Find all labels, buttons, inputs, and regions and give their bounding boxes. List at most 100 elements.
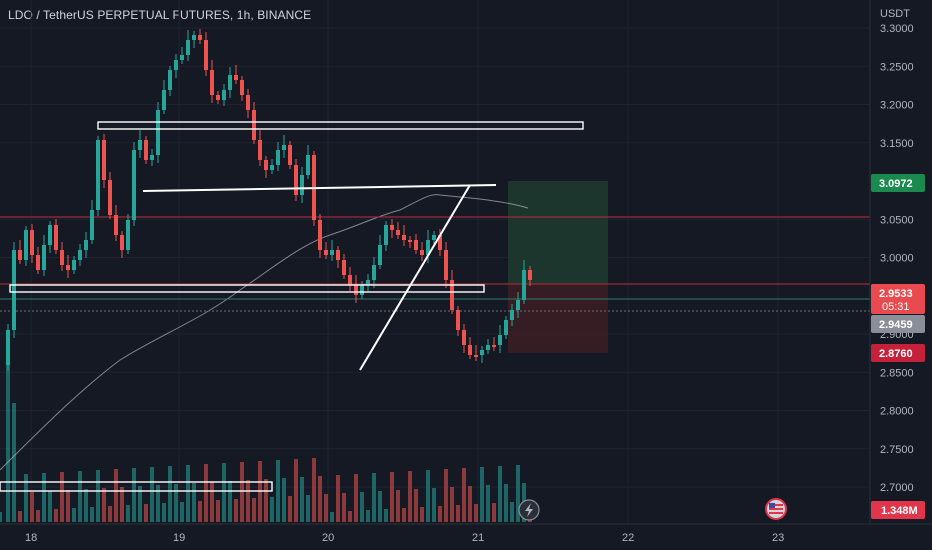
support-box[interactable] <box>9 284 485 293</box>
candle <box>384 225 388 245</box>
trend-line-diagonal[interactable] <box>359 184 471 371</box>
volume-bar <box>252 498 256 522</box>
volume-bar <box>354 474 358 522</box>
lightning-icon[interactable] <box>518 499 540 521</box>
candle-countdown: 05:31 <box>882 301 910 313</box>
stop-price-tag: 2.8760 <box>871 344 925 362</box>
candle <box>78 250 82 260</box>
current-price-tag: 2.9533 05:31 <box>871 284 925 314</box>
candle <box>234 75 238 80</box>
trend-line-horizontal[interactable] <box>142 184 497 192</box>
candle <box>276 150 280 165</box>
candle <box>96 140 100 210</box>
volume-bar <box>198 501 202 522</box>
candle <box>36 255 40 270</box>
candle <box>198 35 202 40</box>
volume-tag: 1.348M <box>871 501 925 519</box>
last-price-value: 2.9459 <box>879 319 913 331</box>
candle <box>144 140 148 160</box>
candle <box>504 320 508 335</box>
currency-label: USDT <box>880 8 910 20</box>
volume-bar <box>468 486 472 522</box>
candle <box>30 230 34 255</box>
candle <box>378 245 382 265</box>
price-tick: 3.1500 <box>880 138 914 150</box>
candle <box>528 270 532 280</box>
volume-bar <box>96 470 100 522</box>
volume-bar <box>420 507 424 522</box>
volume-bar <box>426 470 430 522</box>
candle <box>432 235 436 240</box>
volume-bar <box>294 459 298 522</box>
price-tick: 2.7500 <box>880 444 914 456</box>
volume-bar <box>312 458 316 522</box>
candle <box>66 265 70 270</box>
volume-bar <box>330 512 334 522</box>
candle <box>456 310 460 330</box>
us-flag-icon[interactable] <box>765 498 787 520</box>
price-tick: 3.0500 <box>880 214 914 226</box>
price-axis[interactable]: 3.30003.25003.20003.15003.05003.00002.90… <box>880 23 914 494</box>
volume-bar <box>450 487 454 522</box>
last-price-tag: 2.9459 <box>871 315 925 333</box>
volume-bar <box>240 462 244 522</box>
price-tick: 2.7000 <box>880 482 914 494</box>
volume-bar <box>132 468 136 522</box>
volume-bar <box>192 483 196 522</box>
volume-bar <box>12 403 16 522</box>
volume-bar <box>306 495 310 522</box>
candle <box>480 350 484 355</box>
price-tick: 3.3000 <box>880 23 914 35</box>
candle <box>126 220 130 250</box>
volume-bar <box>462 468 466 522</box>
candle <box>186 40 190 55</box>
candle <box>450 280 454 310</box>
volume-bar <box>180 502 184 522</box>
volume-bar <box>108 506 112 522</box>
candle <box>288 145 292 165</box>
volume-bar <box>48 491 52 522</box>
volume-bar <box>492 503 496 522</box>
candle <box>324 250 328 255</box>
volume-box[interactable] <box>0 481 273 492</box>
volume-bar <box>474 504 478 522</box>
volume-bar <box>156 485 160 522</box>
grid <box>0 0 870 524</box>
candle <box>282 145 286 150</box>
candle <box>102 140 106 180</box>
candle <box>192 35 196 40</box>
volume-bar <box>54 509 58 522</box>
volume-bar <box>114 469 118 522</box>
volume-value: 1.348M <box>881 505 918 517</box>
time-axis[interactable]: 18 19 20 21 22 23 <box>25 532 784 544</box>
candle <box>138 140 142 150</box>
price-tick: 3.2000 <box>880 100 914 112</box>
volume-bar <box>372 473 376 522</box>
volume-bar <box>138 486 142 522</box>
volume-bar <box>228 481 232 522</box>
volume-bar <box>504 484 508 522</box>
candle <box>150 155 154 160</box>
candle <box>426 240 430 255</box>
time-tick: 22 <box>622 532 634 544</box>
candle <box>228 75 232 90</box>
volume-bar <box>378 491 382 522</box>
time-tick: 19 <box>173 532 185 544</box>
candle <box>492 345 496 347</box>
candle <box>342 260 346 275</box>
volume-bar <box>432 488 436 522</box>
volume-bar <box>36 510 40 522</box>
volume-bar <box>168 466 172 522</box>
moving-average-line <box>0 194 529 471</box>
candle <box>168 70 172 90</box>
resistance-box[interactable] <box>97 121 584 130</box>
candle <box>222 90 226 100</box>
time-tick: 21 <box>472 532 484 544</box>
candle <box>468 345 472 355</box>
target-zone[interactable] <box>508 181 608 284</box>
candle <box>390 225 394 230</box>
volume-bar <box>366 510 370 522</box>
volume-bar <box>102 488 106 522</box>
volume-bar <box>72 508 76 522</box>
